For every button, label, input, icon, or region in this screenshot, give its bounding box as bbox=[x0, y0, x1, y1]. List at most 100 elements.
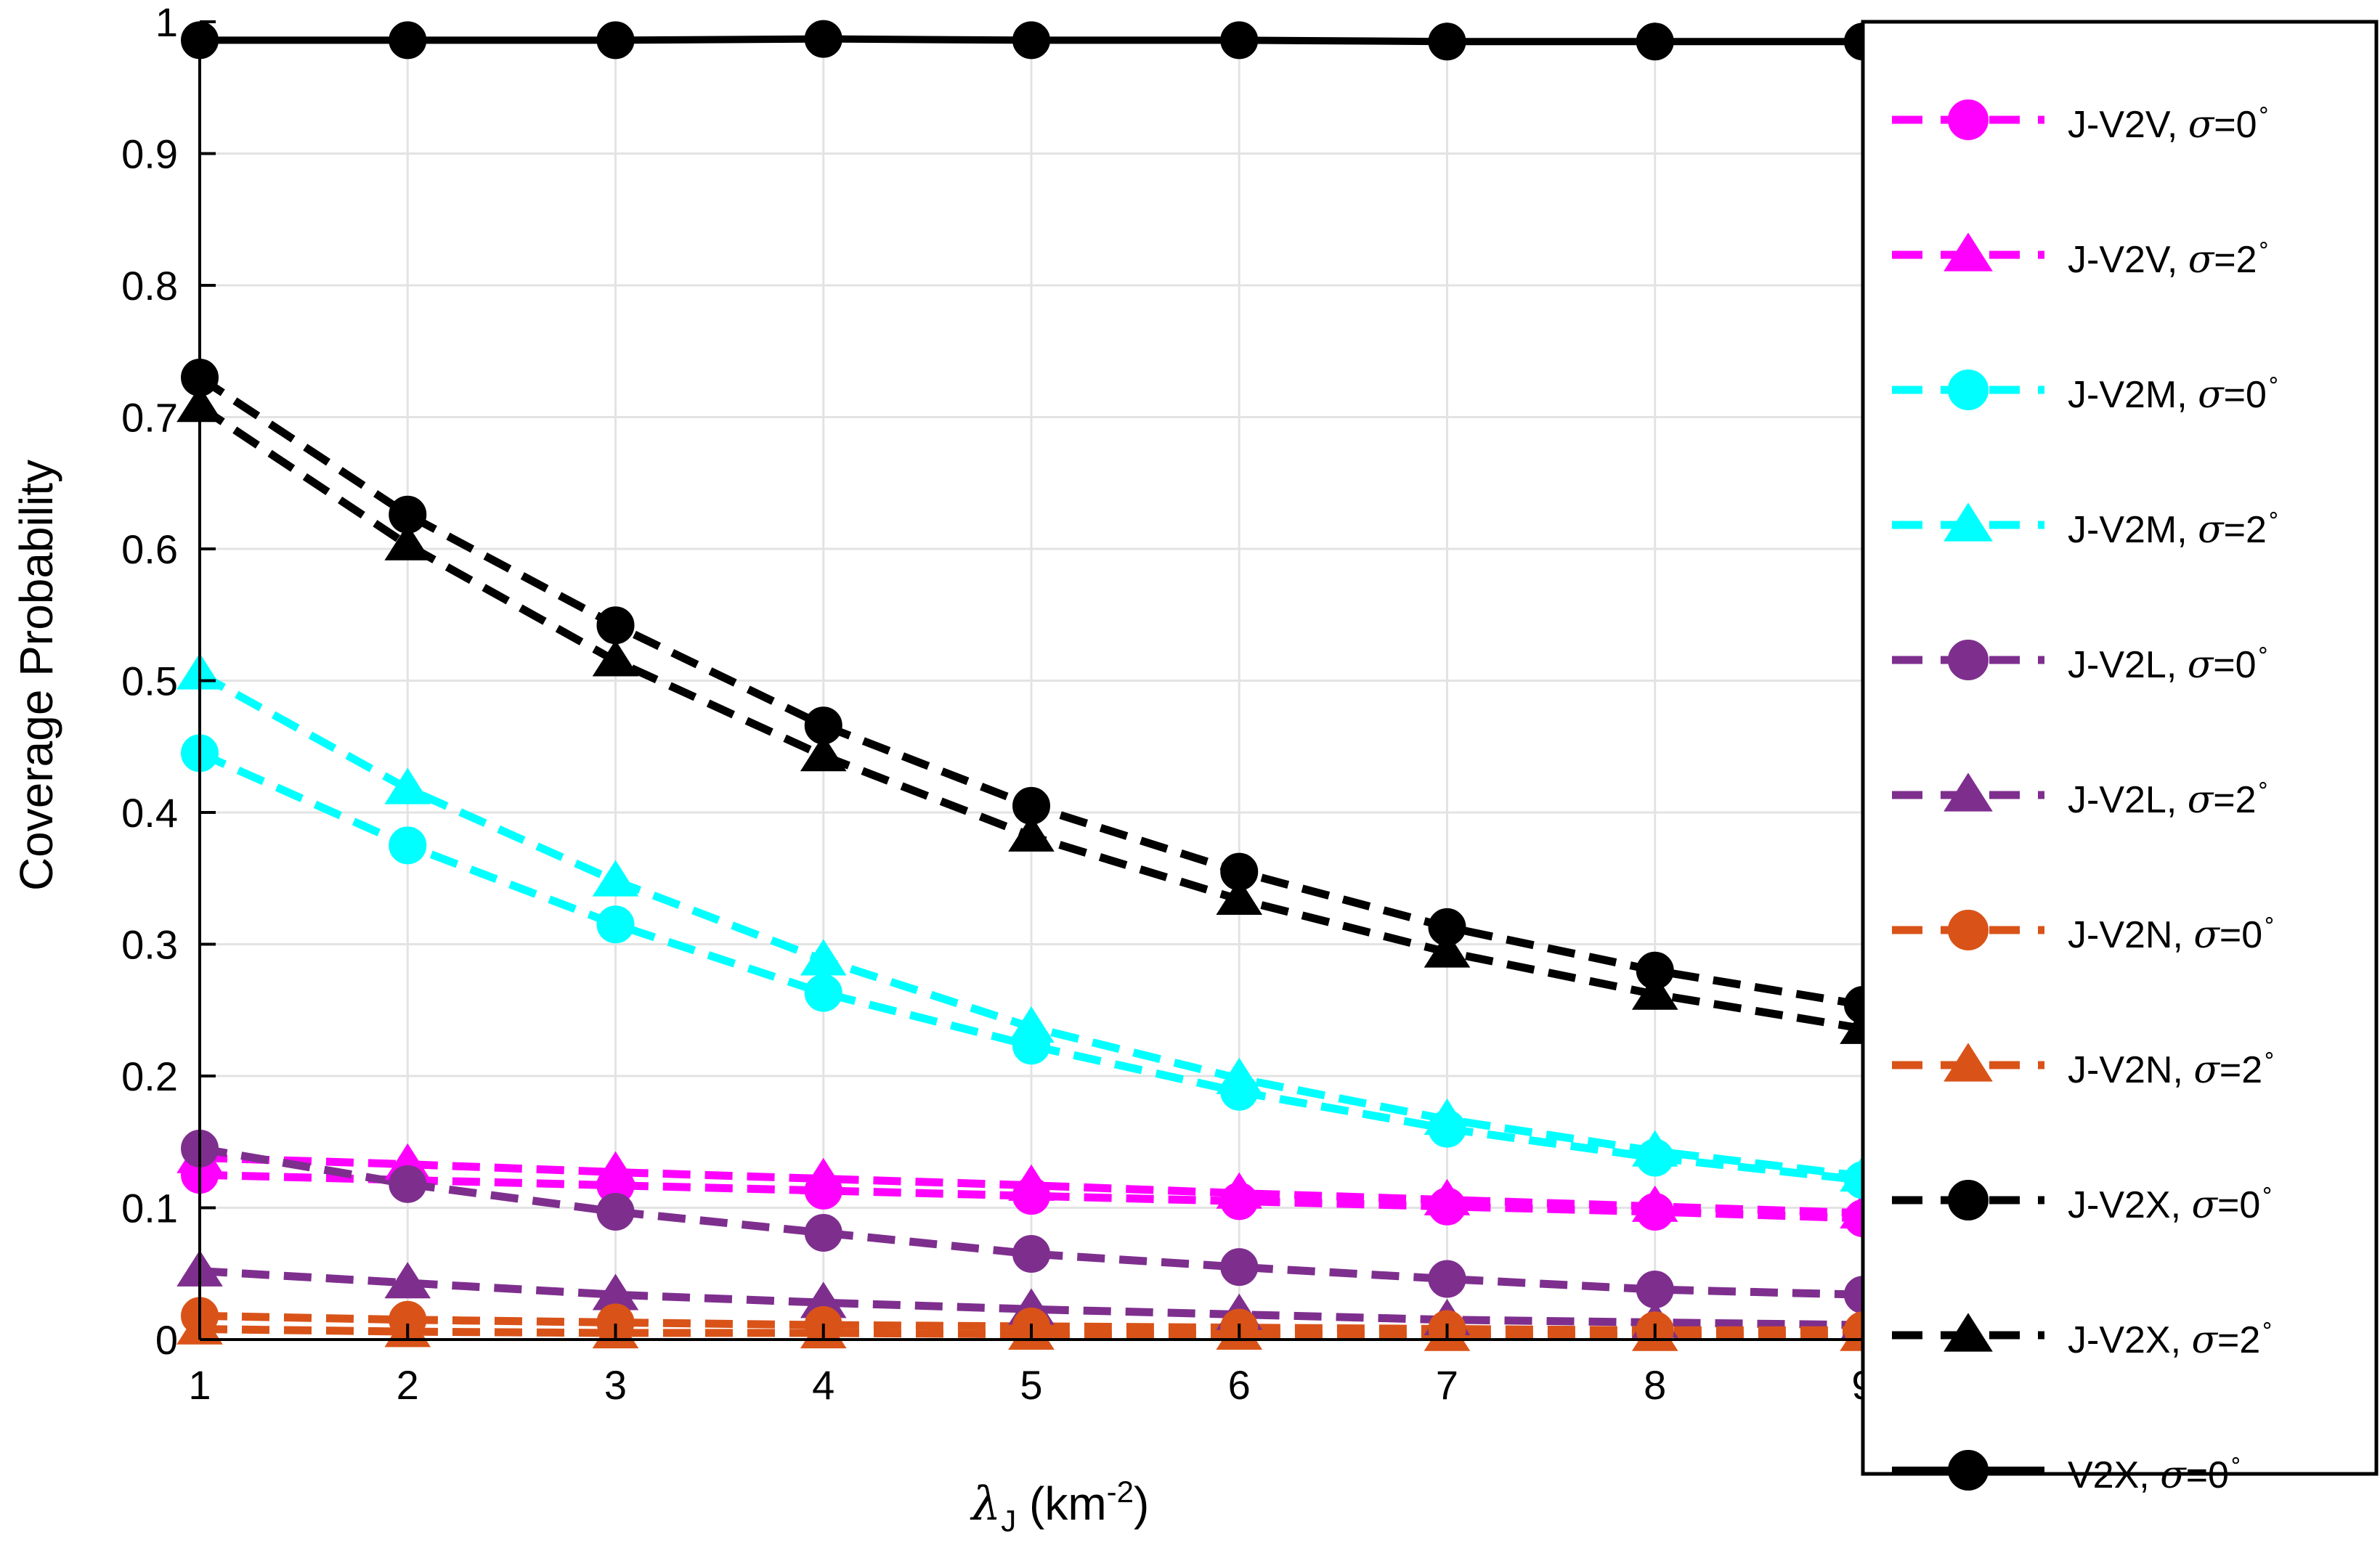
data-point-v2x-sigma-0-x5 bbox=[1012, 21, 1050, 60]
legend-label: J-V2X, σ=0∘ bbox=[2068, 1178, 2274, 1227]
series-line-j-v2m-sigma-0 bbox=[198, 749, 1864, 1184]
data-point-j-v2m-sigma-2-x6 bbox=[1216, 1057, 1263, 1094]
data-point-j-v2m-sigma-0-x2 bbox=[389, 826, 427, 865]
legend-marker bbox=[1944, 232, 1993, 272]
data-point-j-v2l-sigma-0-x4 bbox=[804, 1213, 842, 1252]
series-line-j-v2l-sigma-0 bbox=[199, 1144, 1864, 1299]
x-axis-label-symbol: λ bbox=[970, 1478, 1002, 1531]
legend-label: J-V2M, σ=2∘ bbox=[2068, 503, 2281, 552]
x-axis-label-subscript: J bbox=[1001, 1504, 1016, 1538]
legend-label: J-V2L, σ=0∘ bbox=[2068, 638, 2270, 687]
legend-item-j-v2v-sigma-0: J-V2V, σ=0∘ bbox=[1892, 98, 2270, 147]
data-point-j-v2v-sigma-2-x6 bbox=[1216, 1172, 1263, 1209]
data-point-j-v2l-sigma-0-x2 bbox=[389, 1165, 427, 1203]
legend-label: J-V2N, σ=0∘ bbox=[2068, 908, 2276, 957]
data-point-v2x-sigma-0-x7 bbox=[1428, 23, 1466, 61]
y-tick-label: 0.5 bbox=[121, 659, 178, 704]
x-tick-label: 3 bbox=[604, 1362, 627, 1408]
legend-label: J-V2M, σ=0∘ bbox=[2068, 368, 2281, 417]
data-point-j-v2m-sigma-2-x5 bbox=[1008, 1006, 1055, 1043]
x-tick-label: 1 bbox=[188, 1362, 211, 1408]
data-point-j-v2m-sigma-0-x4 bbox=[804, 974, 842, 1012]
legend-label: J-V2N, σ=2∘ bbox=[2068, 1043, 2276, 1092]
legend-item-j-v2l-sigma-2: J-V2L, σ=2∘ bbox=[1892, 773, 2270, 822]
data-point-j-v2v-sigma-2-x7 bbox=[1423, 1178, 1471, 1215]
data-point-j-v2l-sigma-0-x3 bbox=[596, 1192, 635, 1231]
legend-marker bbox=[1944, 502, 1993, 542]
y-tick-label: 0.6 bbox=[121, 526, 178, 572]
data-point-j-v2x-sigma-2-x8 bbox=[1631, 973, 1678, 1010]
legend-marker bbox=[1948, 910, 1989, 950]
data-point-j-v2x-sigma-0-x3 bbox=[596, 606, 635, 645]
y-axis-ticks: 0 0.1 0.2 0.3 0.4 0.5 0.6 0.7 0.8 0.9 1 bbox=[121, 0, 216, 1363]
legend-marker bbox=[1948, 640, 1989, 680]
legend-item-j-v2n-sigma-0: J-V2N, σ=0∘ bbox=[1892, 908, 2276, 957]
x-axis-label-superscript: -2 bbox=[1107, 1475, 1134, 1509]
data-point-j-v2m-sigma-0-x3 bbox=[596, 905, 635, 944]
data-point-j-v2x-sigma-2-x4 bbox=[800, 735, 847, 772]
legend-marker bbox=[1948, 1450, 1989, 1491]
data-point-j-v2x-sigma-2-x5 bbox=[1008, 815, 1055, 852]
data-point-v2x-sigma-0-x3 bbox=[596, 21, 635, 60]
x-axis-label-unit-suffix: ) bbox=[1134, 1478, 1149, 1530]
y-tick-label: 0.7 bbox=[121, 395, 178, 441]
y-axis-label: Coverage Probability bbox=[10, 460, 62, 891]
y-tick-label: 1 bbox=[155, 0, 178, 45]
data-point-j-v2m-sigma-2-x2 bbox=[384, 767, 431, 804]
data-point-j-v2v-sigma-2-x4 bbox=[800, 1157, 847, 1194]
data-point-j-v2m-sigma-2-x3 bbox=[592, 860, 639, 897]
data-point-j-v2v-sigma-2-x5 bbox=[1008, 1164, 1055, 1201]
x-tick-label: 2 bbox=[397, 1362, 419, 1408]
legend-item-j-v2v-sigma-2: J-V2V, σ=2∘ bbox=[1892, 232, 2270, 282]
data-point-j-v2m-sigma-2-x7 bbox=[1423, 1099, 1471, 1136]
x-axis-label-unit-prefix: (km bbox=[1016, 1478, 1106, 1530]
legend: J-V2V, σ=0∘ J-V2V, σ=2∘ J-V2M, σ=0∘ J-V2M, … bbox=[1861, 20, 2379, 1497]
x-tick-label: 7 bbox=[1436, 1362, 1458, 1408]
y-tick-label: 0.9 bbox=[121, 131, 178, 177]
y-tick-label: 0.2 bbox=[121, 1053, 178, 1099]
legend-item-j-v2m-sigma-2: J-V2M, σ=2∘ bbox=[1892, 502, 2281, 552]
data-point-j-v2x-sigma-2-x6 bbox=[1216, 878, 1263, 916]
data-point-j-v2v-sigma-2-x8 bbox=[1631, 1185, 1678, 1222]
y-tick-label: 0.3 bbox=[121, 922, 178, 968]
legend-label: J-V2V, σ=2∘ bbox=[2068, 233, 2270, 282]
legend-marker bbox=[1948, 370, 1989, 410]
legend-label: J-V2X, σ=2∘ bbox=[2068, 1313, 2274, 1362]
legend-item-v2x-sigma-0: V2X, σ=0∘ bbox=[1892, 1448, 2243, 1497]
legend-item-j-v2m-sigma-0: J-V2M, σ=0∘ bbox=[1892, 368, 2281, 417]
legend-marker bbox=[1944, 1313, 1993, 1352]
legend-item-j-v2l-sigma-0: J-V2L, σ=0∘ bbox=[1892, 638, 2270, 687]
data-point-j-v2x-sigma-2-x2 bbox=[384, 523, 431, 561]
data-point-j-v2v-sigma-2-x3 bbox=[592, 1151, 639, 1188]
legend-marker bbox=[1948, 99, 1989, 140]
data-point-j-v2m-sigma-2-x8 bbox=[1631, 1130, 1678, 1167]
y-tick-label: 0 bbox=[155, 1317, 178, 1363]
legend-item-j-v2x-sigma-0: J-V2X, σ=0∘ bbox=[1892, 1178, 2274, 1227]
y-tick-label: 0.4 bbox=[121, 790, 178, 836]
data-point-v2x-sigma-0-x4 bbox=[804, 20, 842, 58]
x-axis-label: λJ (km-2) bbox=[970, 1475, 1150, 1538]
y-tick-label: 0.8 bbox=[121, 263, 178, 309]
data-point-v2x-sigma-0-x6 bbox=[1220, 21, 1259, 60]
legend-marker bbox=[1948, 1180, 1989, 1220]
data-point-j-v2x-sigma-2-x3 bbox=[592, 640, 639, 677]
data-point-j-v2m-sigma-2-x4 bbox=[800, 939, 847, 976]
series-line-j-v2n-sigma-2 bbox=[199, 1324, 1863, 1340]
legend-label: J-V2V, σ=0∘ bbox=[2068, 98, 2270, 147]
x-axis-ticks: 123456789 bbox=[188, 1324, 1875, 1408]
legend-label: V2X, σ=0∘ bbox=[2068, 1448, 2243, 1497]
data-point-j-v2l-sigma-0-x6 bbox=[1220, 1248, 1259, 1287]
x-tick-label: 4 bbox=[812, 1362, 834, 1408]
series-line-j-v2v-sigma-2 bbox=[199, 1154, 1864, 1218]
legend-marker bbox=[1944, 773, 1993, 812]
series-line-j-v2n-sigma-0 bbox=[199, 1311, 1863, 1334]
data-point-j-v2x-sigma-2-x7 bbox=[1423, 931, 1471, 968]
legend-marker bbox=[1944, 1043, 1993, 1082]
x-tick-label: 8 bbox=[1644, 1362, 1666, 1408]
data-point-v2x-sigma-0-x8 bbox=[1636, 23, 1674, 61]
legend-label: J-V2L, σ=2∘ bbox=[2068, 773, 2270, 822]
legend-item-j-v2n-sigma-2: J-V2N, σ=2∘ bbox=[1892, 1043, 2276, 1092]
x-tick-label: 6 bbox=[1228, 1362, 1251, 1408]
data-point-v2x-sigma-0-x2 bbox=[389, 21, 427, 60]
